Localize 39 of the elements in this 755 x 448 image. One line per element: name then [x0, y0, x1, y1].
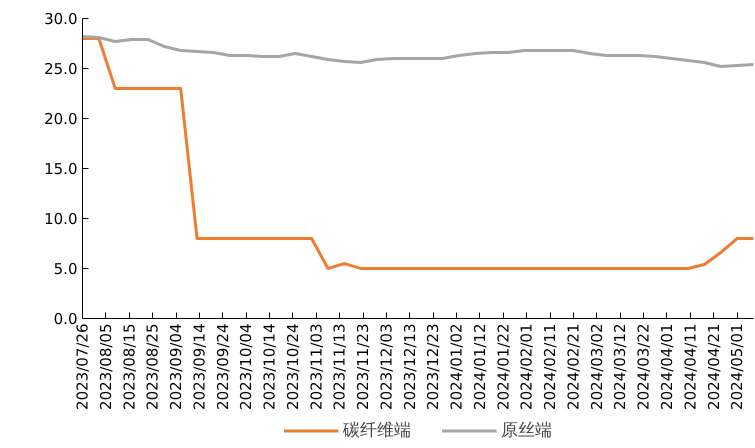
x-tick-label: 2023/11/03: [307, 323, 326, 410]
legend-label: 碳纤维端: [343, 420, 411, 442]
x-tick-label: 2024/04/21: [704, 323, 723, 410]
x-tick-label: 2024/01/02: [448, 323, 466, 410]
legend-label: 原丝端: [501, 420, 552, 442]
x-tick-label: 2023/10/14: [260, 323, 279, 410]
y-tick-label: 10.0: [44, 210, 78, 228]
x-tick-label: 2024/02/21: [564, 323, 582, 410]
x-tick-label: 2024/04/11: [681, 323, 700, 410]
x-tick-label: 2024/01/22: [494, 323, 512, 410]
x-tick-label: 2023/09/14: [190, 323, 208, 410]
x-tick-label: 2023/08/05: [96, 323, 115, 410]
x-tick-label: 2024/04/01: [658, 323, 676, 410]
x-tick-label: 2023/11/23: [354, 323, 372, 410]
x-tick-label: 2024/02/01: [518, 323, 536, 410]
y-tick-label: 5.0: [54, 260, 78, 278]
x-tick-label: 2023/08/25: [144, 323, 162, 410]
y-tick-label: 25.0: [44, 60, 78, 78]
x-tick-label: 2023/12/13: [400, 323, 419, 410]
y-tick-label: 15.0: [44, 160, 78, 178]
line-series: [82, 37, 754, 270]
x-tick-label: 2024/05/01: [728, 323, 746, 410]
x-tick-label: 2023/08/15: [120, 323, 138, 410]
x-tick-label: 2024/02/11: [541, 323, 560, 410]
y-tick-label: 30.0: [44, 10, 78, 28]
x-tick-label: 2023/09/04: [167, 323, 186, 410]
x-tick-label: 2024/03/22: [634, 323, 653, 410]
x-tick-label: 2024/03/12: [611, 323, 630, 410]
x-tick-label: 2023/10/24: [284, 323, 302, 410]
x-tick-label: 2024/03/02: [588, 323, 606, 410]
x-tick-label: 2023/10/04: [237, 323, 256, 410]
x-tick-label: 2023/07/26: [74, 323, 92, 410]
x-tick-label: 2023/11/13: [330, 323, 349, 410]
x-tick-label: 2023/12/23: [424, 323, 442, 410]
x-tick-label: 2023/12/03: [377, 323, 396, 410]
x-tick-label: 2024/01/12: [470, 323, 489, 410]
x-tick-label: 2023/09/24: [214, 323, 232, 410]
line-series: [82, 35, 754, 68]
y-tick-label: 20.0: [44, 110, 78, 128]
